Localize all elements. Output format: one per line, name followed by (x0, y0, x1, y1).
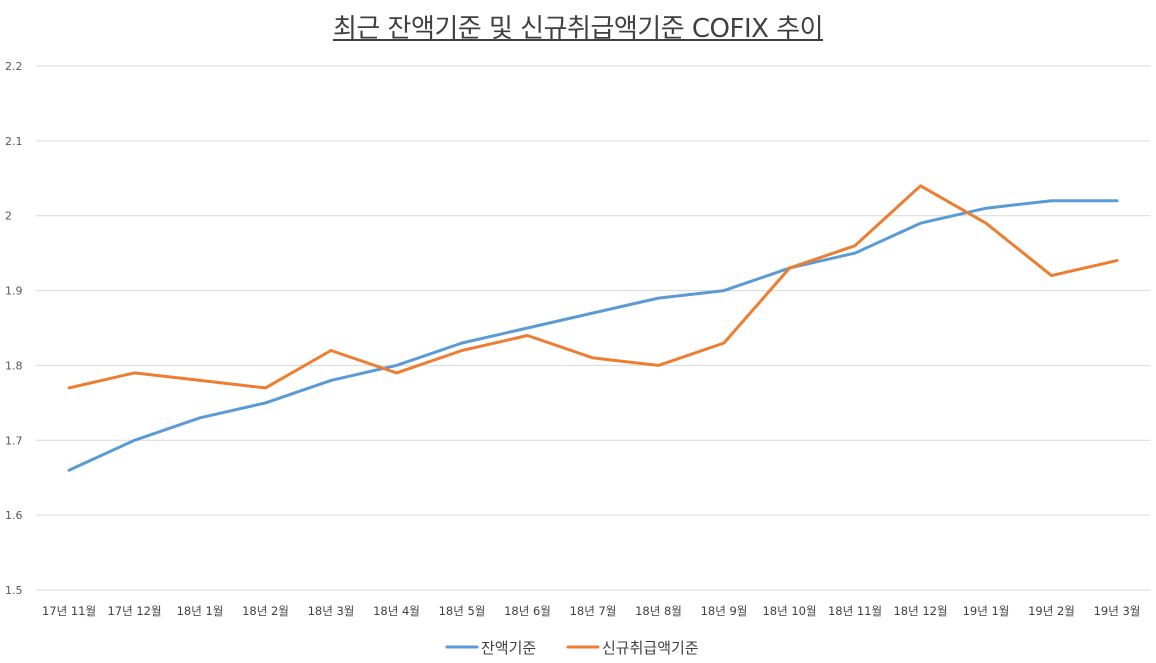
y-tick-label: 1.5 (5, 584, 23, 597)
gridlines (36, 65, 1150, 591)
y-tick-label: 1.9 (5, 285, 23, 298)
series-lines (67, 184, 1119, 472)
x-axis-ticks: 17년 11월 17년 12월 18년 1월 18년 2월 18년 3월 18년 4월 18… (42, 604, 1140, 618)
y-axis-ticks: 1.5 1.6 1.7 1.8 1.9 2 2.1 2.2 (5, 60, 23, 597)
y-tick-label: 2 (5, 210, 12, 223)
x-tick-label: 18년 10월 (762, 604, 816, 618)
x-tick-label: 18년 3월 (308, 604, 355, 618)
x-tick-label: 19년 2월 (1028, 604, 1075, 618)
y-tick-label: 2.1 (5, 135, 23, 148)
series-line-1 (67, 199, 1119, 472)
y-tick-label: 2.2 (5, 60, 23, 73)
legend-label: 잔액기준 (481, 639, 536, 657)
y-tick-label: 1.7 (5, 434, 23, 447)
x-tick-label: 18년 11월 (828, 604, 882, 618)
x-tick-label: 19년 1월 (963, 604, 1010, 618)
chart-title: 최근 잔액기준 및 신규취급액기준 COFIX 추이 (332, 14, 824, 44)
x-tick-label: 19년 3월 (1094, 604, 1141, 618)
legend: 잔액기준 신규취급액기준 (445, 639, 699, 657)
x-tick-label: 18년 6월 (504, 604, 551, 618)
x-tick-label: 17년 12월 (107, 604, 161, 618)
series-line-2 (67, 184, 1119, 390)
y-tick-label: 1.8 (5, 359, 23, 372)
y-tick-label: 1.6 (5, 509, 23, 522)
x-tick-label: 18년 12월 (893, 604, 947, 618)
x-tick-label: 17년 11월 (42, 604, 96, 618)
x-tick-label: 18년 1월 (177, 604, 224, 618)
legend-label: 신규취급액기준 (602, 639, 699, 657)
x-tick-label: 18년 9월 (701, 604, 748, 618)
x-tick-label: 18년 8월 (635, 604, 682, 618)
x-tick-label: 18년 7월 (570, 604, 617, 618)
x-tick-label: 18년 2월 (242, 604, 289, 618)
x-tick-label: 18년 4월 (373, 604, 420, 618)
x-tick-label: 18년 5월 (439, 604, 486, 618)
